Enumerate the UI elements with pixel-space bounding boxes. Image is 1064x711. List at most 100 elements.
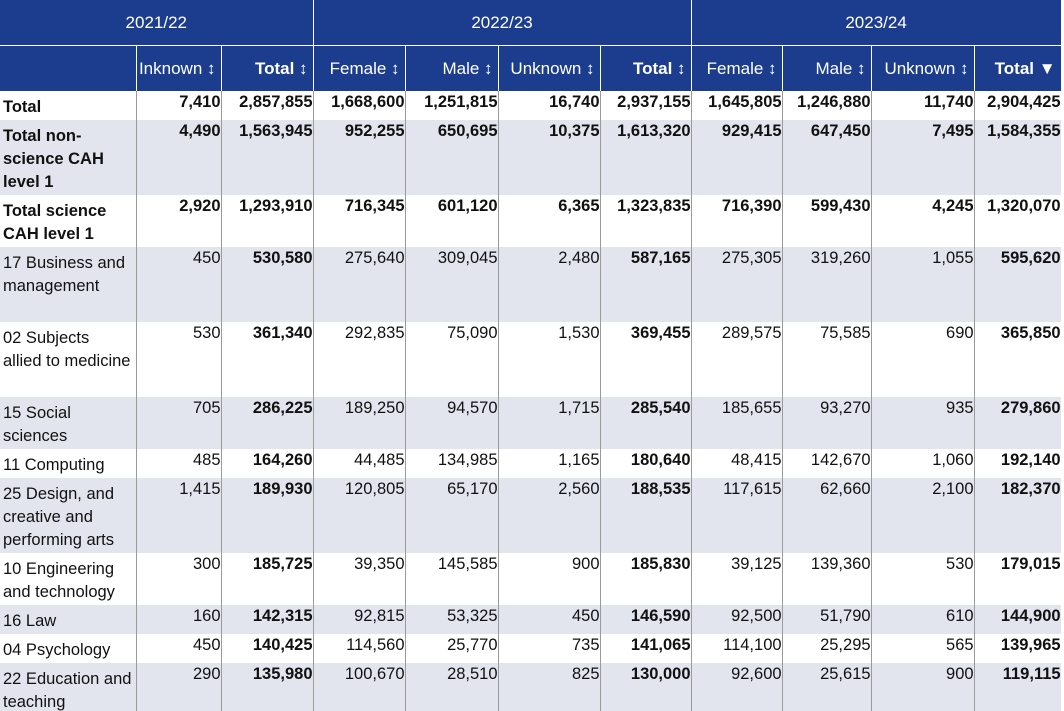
table-cell: 309,045: [405, 247, 499, 322]
table-cell: 369,455: [600, 322, 692, 397]
table-cell: 1,613,320: [600, 120, 692, 195]
table-cell: 117,615: [691, 478, 783, 553]
table-cell: 935: [871, 397, 975, 449]
table-cell: 716,345: [313, 195, 406, 247]
table-cell: 530: [136, 322, 222, 397]
table-cell: 361,340: [221, 322, 314, 397]
table-cell: 189,930: [221, 478, 314, 553]
table-cell: 7,495: [871, 120, 975, 195]
year-header-row: 2021/22 2022/23 2023/24: [0, 0, 1061, 46]
table-cell: 120,805: [313, 478, 406, 553]
table-cell: 2,560: [498, 478, 601, 553]
table-cell: 2,480: [498, 247, 601, 322]
table-cell: 1,668,600: [313, 91, 406, 120]
table-cell: 164,260: [221, 449, 314, 478]
table-row: 02 Subjects allied to medicine 530 361,340…: [0, 322, 1061, 397]
table-cell: 28,510: [405, 663, 499, 711]
year-header-2022-23: 2022/23: [313, 0, 692, 46]
col-2023-male-sort[interactable]: Male ↕: [782, 45, 872, 91]
col-2023-total-sort[interactable]: Total ▼: [974, 45, 1061, 91]
table-cell: 182,370: [974, 478, 1061, 553]
table-cell: 62,660: [782, 478, 872, 553]
table-cell: 1,251,815: [405, 91, 499, 120]
table-cell: 139,360: [782, 553, 872, 605]
table-cell: 1,060: [871, 449, 975, 478]
table-row: Total science CAH level 1 2,920 1,293,910 7…: [0, 195, 1061, 247]
table-cell: 650,695: [405, 120, 499, 195]
table-cell: 2,920: [136, 195, 222, 247]
table-cell: 7,410: [136, 91, 222, 120]
table-cell: 130,000: [600, 663, 692, 711]
table-cell: 825: [498, 663, 601, 711]
table-cell: 139,965: [974, 634, 1061, 663]
column-header-row: Inknown ↕ Total ↕ Female ↕ Male ↕ Unknow…: [0, 45, 1061, 91]
col-2023-female-sort[interactable]: Female ↕: [691, 45, 783, 91]
table-cell: 75,585: [782, 322, 872, 397]
table-cell: 1,584,355: [974, 120, 1061, 195]
col-2023-unknown-sort[interactable]: Unknown ↕: [871, 45, 975, 91]
table-cell: 48,415: [691, 449, 783, 478]
col-2022-unknown-sort[interactable]: Unknown ↕: [498, 45, 601, 91]
table-cell: 275,305: [691, 247, 783, 322]
table-cell: 599,430: [782, 195, 872, 247]
table-row: 25 Design, and creative and performing a…: [0, 478, 1061, 553]
col-2022-male-sort[interactable]: Male ↕: [405, 45, 499, 91]
table-cell: 94,570: [405, 397, 499, 449]
table-row: 04 Psychology 450 140,425 114,560 25,770 735 1…: [0, 634, 1061, 663]
table-cell: 142,315: [221, 605, 314, 634]
table-cell: 292,835: [313, 322, 406, 397]
table-cell: 75,090: [405, 322, 499, 397]
table-cell: 1,055: [871, 247, 975, 322]
table-row: 11 Computing 485 164,260 44,485 134,985 1,165…: [0, 449, 1061, 478]
table-cell: 2,100: [871, 478, 975, 553]
col-2022-female-sort[interactable]: Female ↕: [313, 45, 406, 91]
row-label: Total science CAH level 1: [0, 195, 137, 247]
table-cell: 160: [136, 605, 222, 634]
table-cell: 450: [498, 605, 601, 634]
table-cell: 450: [136, 634, 222, 663]
table-cell: 1,645,805: [691, 91, 783, 120]
table-cell: 1,246,880: [782, 91, 872, 120]
table-cell: 25,615: [782, 663, 872, 711]
table-cell: 610: [871, 605, 975, 634]
table-cell: 601,120: [405, 195, 499, 247]
col-2021-total-sort[interactable]: Total ↕: [221, 45, 314, 91]
table-cell: 690: [871, 322, 975, 397]
table-cell: 1,293,910: [221, 195, 314, 247]
table-cell: 705: [136, 397, 222, 449]
table-cell: 587,165: [600, 247, 692, 322]
table-cell: 100,670: [313, 663, 406, 711]
col-2021-unknown-sort[interactable]: Inknown ↕: [136, 45, 222, 91]
table-cell: 647,450: [782, 120, 872, 195]
table-row: Total non-science CAH level 1 4,490 1,563,…: [0, 120, 1061, 195]
table-cell: 140,425: [221, 634, 314, 663]
table-cell: 289,575: [691, 322, 783, 397]
col-2022-total-sort[interactable]: Total ↕: [600, 45, 692, 91]
table-cell: 1,715: [498, 397, 601, 449]
year-header-2023-24: 2023/24: [691, 0, 1061, 46]
table-cell: 952,255: [313, 120, 406, 195]
table-cell: 114,100: [691, 634, 783, 663]
table-cell: 4,490: [136, 120, 222, 195]
row-label-header: [0, 45, 137, 91]
table-cell: 11,740: [871, 91, 975, 120]
table-cell: 900: [498, 553, 601, 605]
table-cell: 189,250: [313, 397, 406, 449]
row-label: 16 Law: [0, 605, 137, 634]
table-row: Total 7,410 2,857,855 1,668,600 1,251,815 16,…: [0, 91, 1061, 120]
table-cell: 1,415: [136, 478, 222, 553]
table-cell: 300: [136, 553, 222, 605]
row-label: 11 Computing: [0, 449, 137, 478]
table-cell: 188,535: [600, 478, 692, 553]
table-row: 15 Social sciences 705 286,225 189,250 94,57…: [0, 397, 1061, 449]
table-cell: 279,860: [974, 397, 1061, 449]
table-cell: 192,140: [974, 449, 1061, 478]
table-cell: 53,325: [405, 605, 499, 634]
table-cell: 65,170: [405, 478, 499, 553]
table-cell: 39,350: [313, 553, 406, 605]
row-label: 22 Education and teaching: [0, 663, 137, 711]
table-cell: 119,115: [974, 663, 1061, 711]
table-cell: 1,165: [498, 449, 601, 478]
table-cell: 365,850: [974, 322, 1061, 397]
